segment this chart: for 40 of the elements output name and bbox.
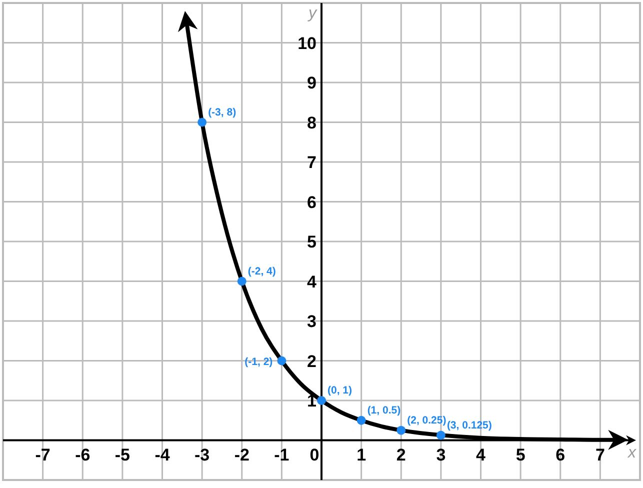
x-tick-label: 5 [516, 445, 526, 464]
x-tick-label: -5 [114, 445, 130, 464]
x-axis-title: x [627, 444, 637, 462]
data-label: (-1, 2) [244, 356, 273, 368]
y-tick-label: 6 [307, 192, 316, 212]
x-tick-label: -1 [274, 445, 290, 464]
x-tick-label: 6 [556, 445, 566, 464]
x-tick-label: 4 [476, 445, 486, 464]
y-tick-label: 10 [298, 34, 316, 53]
x-tick-label: -6 [75, 445, 90, 464]
y-tick-label: 7 [307, 153, 316, 172]
point [396, 426, 406, 435]
x-tick-label: 1 [356, 445, 366, 464]
x-tick-label: 7 [595, 445, 605, 464]
point [356, 416, 366, 425]
x-tick-label: 3 [436, 445, 446, 464]
data-label: (0, 1) [328, 384, 352, 396]
x-tick-label: -7 [35, 445, 50, 464]
x-tick-label: -3 [194, 445, 210, 464]
y-tick-label: 4 [307, 272, 318, 292]
point [317, 396, 326, 405]
y-axis-title: y [308, 5, 318, 22]
data-label: (2, 0.25) [407, 414, 446, 426]
x-tick-label: 0 [310, 445, 320, 464]
y-tick-label: 3 [307, 312, 316, 331]
x-tick-label: -4 [154, 445, 170, 464]
data-label: (-2, 4) [248, 265, 276, 278]
y-tick-label: 9 [307, 74, 316, 92]
point [436, 430, 446, 440]
y-tick-label: 8 [307, 113, 316, 132]
y-tick-label: 5 [307, 232, 316, 252]
data-label: (-3, 8) [208, 106, 236, 118]
point [237, 276, 246, 286]
data-label: (3, 0.125) [446, 419, 492, 432]
point [277, 356, 286, 366]
data-label: (1, 0.5) [367, 404, 401, 416]
x-tick-label: 2 [396, 445, 406, 464]
point [198, 118, 207, 127]
y-tick-label: 2 [307, 352, 316, 371]
x-tick-label: -2 [234, 445, 250, 464]
